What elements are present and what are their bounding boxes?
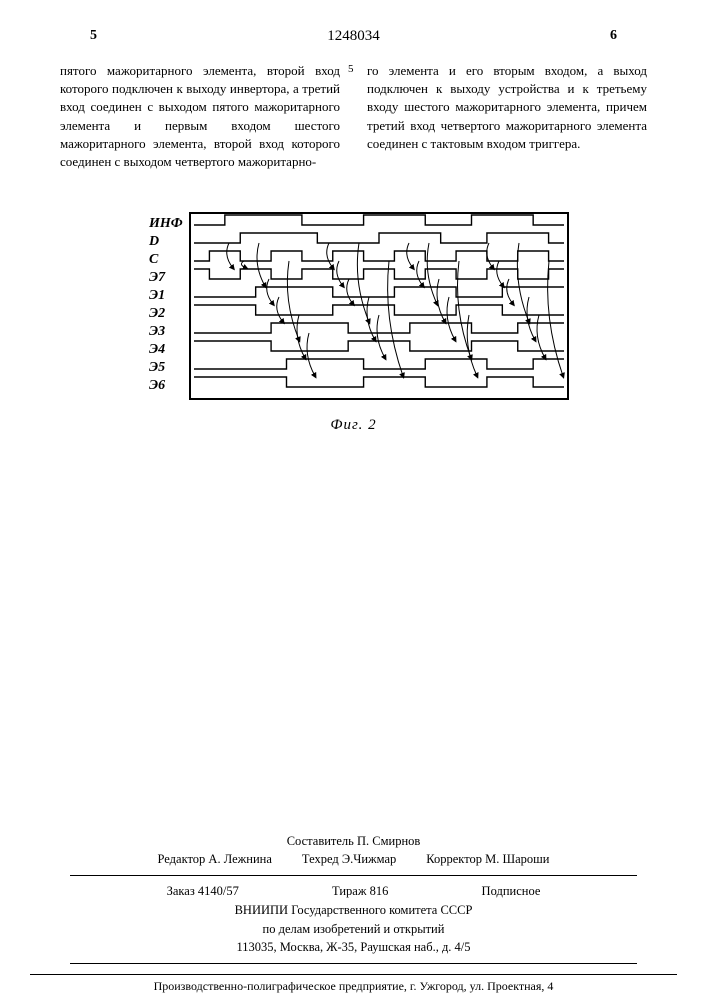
tirage-value: 816 [370,884,389,898]
corrector-label: Корректор [426,852,482,866]
editor-block: Редактор А. Лежнина [158,850,272,869]
order-line: Заказ 4140/57 Тираж 816 Подписное [0,882,707,901]
org-line-1: ВНИИПИ Государственного комитета СССР [0,901,707,920]
tech-name: Э.Чижмар [342,852,396,866]
line-marker: 5 [348,62,354,77]
tech-block: Техред Э.Чижмар [302,850,396,869]
left-page-number: 5 [90,28,97,44]
svg-text:Э2: Э2 [149,306,165,321]
svg-text:Э1: Э1 [149,288,165,303]
tirage-block: Тираж 816 [332,882,388,901]
org-line-2: по делам изобретений и открытий [0,920,707,939]
tirage-label: Тираж [332,884,366,898]
svg-text:D: D [148,234,159,249]
roles-line: Редактор А. Лежнина Техред Э.Чижмар Корр… [0,850,707,869]
address-line: 113035, Москва, Ж-35, Раушская наб., д. … [0,938,707,957]
composer-label: Составитель [287,834,354,848]
editor-name: А. Лежнина [208,852,271,866]
tech-label: Техред [302,852,339,866]
patent-number: 1248034 [327,28,380,45]
svg-text:Э6: Э6 [149,378,165,393]
svg-text:Э4: Э4 [149,342,165,357]
composer-line: Составитель П. Смирнов [0,832,707,851]
subscribe-label: Подписное [482,882,541,901]
figure-caption: Фиг. 2 [0,417,707,434]
corrector-name: М. Шароши [485,852,549,866]
divider-2 [70,963,637,964]
composer-name: П. Смирнов [357,834,420,848]
editor-label: Редактор [158,852,206,866]
text-columns: пятого мажоритарного элемента, второй вх… [0,62,707,171]
left-column-text: пятого мажоритарного элемента, второй вх… [60,62,340,171]
production-line: Производственно-полиграфическое предприя… [30,974,677,994]
svg-text:ИНФ: ИНФ [148,216,183,231]
right-column-content: го элемента и его вторым входом, а выход… [367,63,647,151]
figure-area: ИНФ DC Э7 Э1 Э2 Э3 Э4 Э5 Э6 Фиг. 2 [0,211,707,434]
order-label: Заказ [167,884,195,898]
svg-text:C: C [149,252,159,267]
order-value: 4140/57 [198,884,239,898]
right-column-text: 5 го элемента и его вторым входом, а вых… [367,62,647,153]
divider-1 [70,875,637,876]
svg-text:Э7: Э7 [149,270,166,285]
svg-text:Э3: Э3 [149,324,165,339]
corrector-block: Корректор М. Шароши [426,850,549,869]
footer: Составитель П. Смирнов Редактор А. Лежни… [0,832,707,971]
timing-diagram: ИНФ DC Э7 Э1 Э2 Э3 Э4 Э5 Э6 [139,211,569,411]
right-page-number: 6 [610,28,617,44]
svg-text:Э5: Э5 [149,360,165,375]
order-block: Заказ 4140/57 [167,882,239,901]
